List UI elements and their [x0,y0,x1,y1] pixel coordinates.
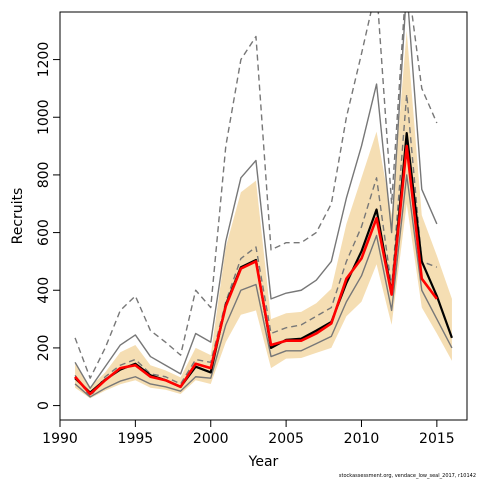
series-line-grey-dashed-low [74,93,438,398]
y-tick-label: 800 [36,162,52,189]
confidence-band [75,30,452,399]
x-tick-label: 1990 [42,431,78,447]
series-line-grey-solid-low [74,174,453,398]
series-line-red [74,144,438,396]
y-axis-title: Recruits [10,188,26,245]
plot-area [74,12,453,399]
series-line-grey-solid-high [74,12,438,389]
x-tick-label: 2010 [344,431,380,447]
x-tick-label: 2000 [193,431,229,447]
x-tick-label: 1995 [118,431,154,447]
y-tick-label: 1200 [36,42,52,78]
x-tick-label: 2015 [419,431,455,447]
x-axis-title: Year [248,454,279,470]
y-tick-label: 400 [36,277,52,304]
plot-frame [59,11,468,421]
y-tick-label: 0 [36,401,52,410]
axes: 1990 1995 2000 2005 2010 2015 0 200 400 600 800 100… [36,42,455,447]
series-line-grey-dashed-high [74,12,438,379]
y-tick-label: 200 [36,335,52,362]
footnote: stockassessment.org, vendace_low_seal_20… [339,473,476,479]
x-tick-label: 2005 [268,431,304,447]
y-tick-label: 1000 [36,99,52,135]
y-tick-label: 600 [36,219,52,246]
